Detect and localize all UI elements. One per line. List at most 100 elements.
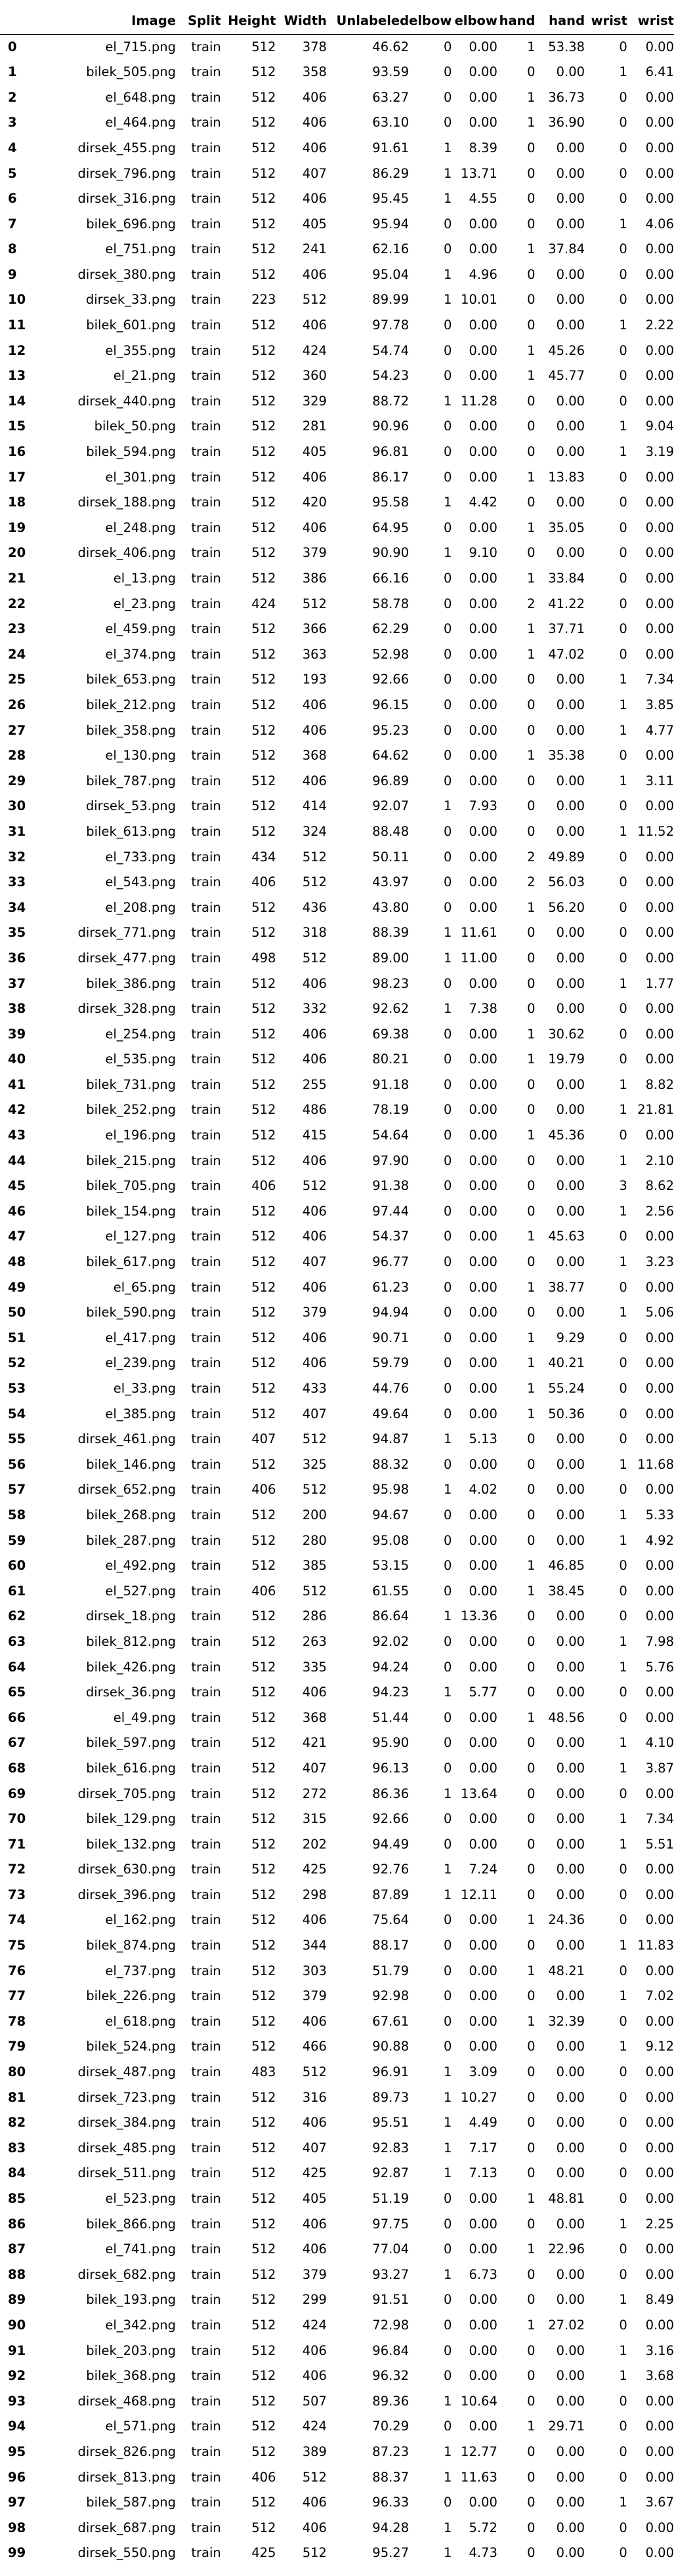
cell-wrist-pct: 0.00 <box>645 2140 674 2156</box>
cell-width: 512 <box>302 2064 327 2080</box>
cell-unlabeled: 91.38 <box>372 1178 410 1194</box>
cell-wrist-pct: 0.00 <box>645 1001 674 1017</box>
cell-elbow-pct: 0.00 <box>469 571 497 586</box>
cell-index: 76 <box>8 1963 26 1978</box>
cell-unlabeled: 96.33 <box>372 2495 410 2510</box>
cell-elbow-pct: 4.49 <box>469 2115 497 2131</box>
cell-split: train <box>191 1026 221 1042</box>
cell-wrist-pct: 0.00 <box>645 2443 674 2459</box>
cell-hand-count: 0 <box>527 1633 536 1649</box>
cell-elbow-pct: 0.00 <box>469 1963 497 1978</box>
cell-image: dirsek_796.png <box>77 165 177 181</box>
cell-image: el_130.png <box>105 748 177 764</box>
cell-elbow-count: 0 <box>443 672 452 687</box>
cell-wrist-pct: 3.87 <box>645 1760 674 1776</box>
cell-elbow-count: 0 <box>443 1456 452 1472</box>
cell-width: 324 <box>302 823 327 839</box>
cell-height: 512 <box>251 1862 276 1877</box>
cell-split: train <box>191 1532 221 1548</box>
cell-elbow-pct: 0.00 <box>469 1203 497 1219</box>
cell-elbow-count: 0 <box>443 1406 452 1421</box>
cell-image: bilek_874.png <box>86 1938 177 1953</box>
cell-elbow-pct: 0.00 <box>469 317 497 333</box>
table-row: 92 bilek_368.png train 512 406 96.32 0 0.00 0 0.0… <box>0 2363 674 2389</box>
cell-width: 486 <box>302 1102 327 1118</box>
cell-split: train <box>191 2241 221 2257</box>
cell-unlabeled: 92.62 <box>372 1001 410 1017</box>
column-header-width: Width <box>276 8 327 35</box>
cell-wrist-pct: 9.12 <box>645 2039 674 2055</box>
cell-index: 73 <box>8 1887 26 1902</box>
cell-unlabeled: 92.66 <box>372 1811 410 1827</box>
table-row: 23 el_459.png train 512 366 62.29 0 0.00 1 37.71 0… <box>0 617 674 642</box>
cell-image: bilek_268.png <box>86 1507 177 1523</box>
table-row: 15 bilek_50.png train 512 281 90.96 0 0.00 0 0.00… <box>0 414 674 440</box>
cell-split: train <box>191 1305 221 1320</box>
cell-wrist-pct: 0.00 <box>645 1887 674 1902</box>
cell-index: 17 <box>8 469 26 485</box>
cell-hand-count: 0 <box>527 64 536 80</box>
cell-split: train <box>191 1988 221 2004</box>
cell-hand-pct: 36.90 <box>548 115 585 131</box>
cell-hand-count: 0 <box>527 2342 536 2358</box>
column-header-wrist-pct: wrist <box>627 8 674 35</box>
cell-split: train <box>191 2140 221 2156</box>
cell-wrist-count: 0 <box>619 266 627 282</box>
cell-elbow-count: 0 <box>443 1229 452 1244</box>
cell-height: 406 <box>251 2469 276 2485</box>
cell-elbow-pct: 0.00 <box>469 520 497 535</box>
cell-height: 512 <box>251 1102 276 1118</box>
cell-wrist-count: 0 <box>619 2469 627 2485</box>
cell-height: 512 <box>251 722 276 738</box>
cell-width: 366 <box>302 621 327 637</box>
cell-wrist-count: 1 <box>619 1532 627 1548</box>
cell-index: 34 <box>8 899 26 915</box>
cell-hand-count: 0 <box>527 1836 536 1852</box>
cell-index: 46 <box>8 1203 26 1219</box>
cell-elbow-pct: 0.00 <box>469 469 497 485</box>
cell-wrist-count: 0 <box>619 2191 627 2207</box>
table-row: 72 dirsek_630.png train 512 425 92.76 1 7.24 0 0.… <box>0 1857 674 1883</box>
cell-elbow-count: 0 <box>443 1659 452 1675</box>
cell-index: 15 <box>8 419 26 434</box>
cell-hand-pct: 0.00 <box>556 1102 585 1118</box>
cell-split: train <box>191 1786 221 1801</box>
cell-wrist-count: 0 <box>619 140 627 155</box>
cell-wrist-count: 0 <box>619 571 627 586</box>
cell-unlabeled: 80.21 <box>372 1052 410 1067</box>
column-header-height: Height <box>221 8 276 35</box>
cell-hand-count: 1 <box>527 1279 536 1295</box>
cell-wrist-count: 0 <box>619 1001 627 1017</box>
cell-elbow-pct: 0.00 <box>469 64 497 80</box>
table-row: 79 bilek_524.png train 512 466 90.88 0 0.00 0 0.0… <box>0 2034 674 2060</box>
cell-image: el_492.png <box>105 1558 177 1574</box>
table-row: 9 dirsek_380.png train 512 406 95.04 1 4.96 0 0.0… <box>0 262 674 287</box>
cell-elbow-count: 0 <box>443 520 452 535</box>
cell-wrist-count: 0 <box>619 1229 627 1244</box>
cell-unlabeled: 49.64 <box>372 1406 410 1421</box>
cell-hand-pct: 0.00 <box>556 1659 585 1675</box>
cell-unlabeled: 96.15 <box>372 697 410 712</box>
cell-elbow-pct: 0.00 <box>469 1355 497 1371</box>
cell-wrist-pct: 0.00 <box>645 2064 674 2080</box>
cell-wrist-count: 0 <box>619 2419 627 2434</box>
cell-hand-count: 1 <box>527 621 536 637</box>
cell-image: dirsek_188.png <box>77 495 177 510</box>
cell-image: dirsek_33.png <box>85 292 177 308</box>
cell-unlabeled: 94.49 <box>372 1836 410 1852</box>
cell-hand-count: 0 <box>527 1431 536 1447</box>
cell-image: el_342.png <box>105 2317 177 2333</box>
cell-unlabeled: 95.27 <box>372 2545 410 2561</box>
cell-wrist-count: 1 <box>619 1305 627 1320</box>
cell-elbow-pct: 0.00 <box>469 2419 497 2434</box>
cell-index: 12 <box>8 342 26 358</box>
cell-unlabeled: 51.79 <box>372 1963 410 1978</box>
cell-elbow-count: 0 <box>443 874 452 890</box>
cell-hand-count: 0 <box>527 925 536 941</box>
cell-index: 92 <box>8 2368 26 2384</box>
cell-image: el_239.png <box>105 1355 177 1371</box>
table-row: 12 el_355.png train 512 424 54.74 0 0.00 1 45.26 0… <box>0 338 674 363</box>
cell-wrist-pct: 2.25 <box>645 2216 674 2232</box>
cell-wrist-count: 1 <box>619 64 627 80</box>
cell-wrist-pct: 11.52 <box>637 823 674 839</box>
